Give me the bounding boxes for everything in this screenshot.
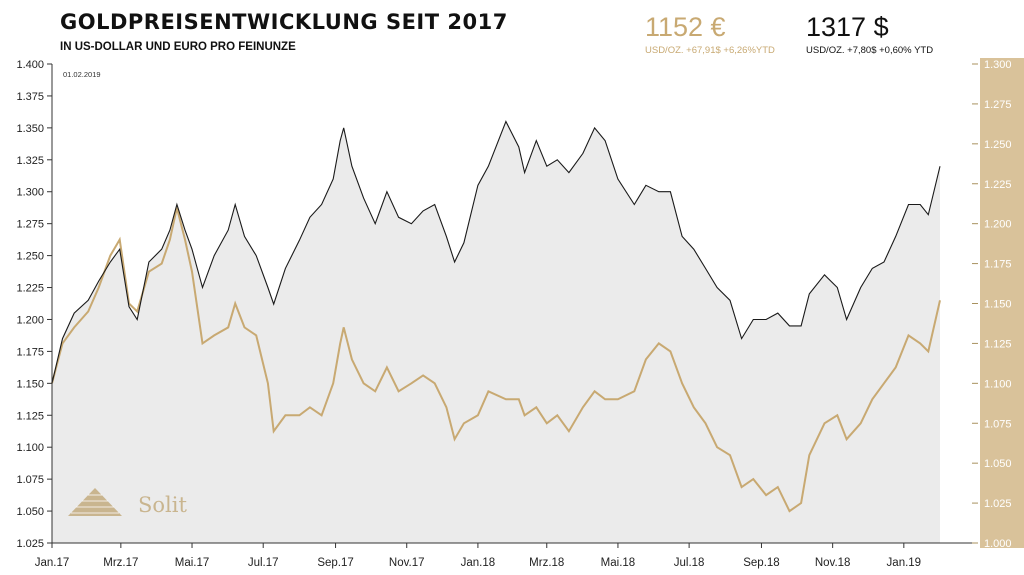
y-right-tick-label: 1.275 xyxy=(984,99,1012,111)
y-left-tick-label: 1.025 xyxy=(16,538,44,550)
x-tick-label: Mrz.18 xyxy=(529,557,564,569)
y-left-tick-label: 1.250 xyxy=(16,251,44,263)
x-tick-label: Sep.18 xyxy=(743,557,779,569)
y-left-tick-label: 1.175 xyxy=(16,346,44,358)
y-right-tick-label: 1.125 xyxy=(984,338,1012,350)
usd-area xyxy=(52,121,940,543)
y-right-tick-label: 1.300 xyxy=(984,59,1012,71)
y-left-tick-label: 1.125 xyxy=(16,410,44,422)
pyramid-icon xyxy=(68,488,122,516)
x-tick-label: Nov.18 xyxy=(815,557,851,569)
y-left-tick-label: 1.375 xyxy=(16,91,44,103)
y-left-tick-label: 1.225 xyxy=(16,283,44,295)
right-axis-band xyxy=(980,58,1024,548)
date-label: 01.02.2019 xyxy=(63,70,101,79)
page-subtitle: IN US-DOLLAR UND EURO PRO FEINUNZE xyxy=(60,41,296,53)
y-left-tick-label: 1.400 xyxy=(16,59,44,71)
logo-text: Solit xyxy=(138,493,187,517)
x-tick-label: Jul.17 xyxy=(248,557,279,569)
x-tick-label: Jul.18 xyxy=(674,557,705,569)
eur-series-line xyxy=(51,207,941,513)
y-left-tick-label: 1.050 xyxy=(16,506,44,518)
solit-logo: Solit xyxy=(68,488,187,517)
y-right-tick-label: 1.250 xyxy=(984,139,1012,151)
x-tick-label: Mrz.17 xyxy=(103,557,138,569)
x-tick-label: Jan.18 xyxy=(461,557,496,569)
y-right-tick-label: 1.225 xyxy=(984,179,1012,191)
y-left-tick-label: 1.275 xyxy=(16,219,44,231)
x-tick-label: Mai.18 xyxy=(601,557,636,569)
x-tick-label: Mai.17 xyxy=(175,557,210,569)
x-tick-label: Nov.17 xyxy=(389,557,425,569)
y-right-tick-label: 1.075 xyxy=(984,418,1012,430)
y-right-tick-label: 1.175 xyxy=(984,259,1012,271)
page-title: GOLDPREISENTWICKLUNG SEIT 2017 xyxy=(60,10,508,34)
eur-price: 1152 € xyxy=(645,12,726,42)
y-left-tick-label: 1.325 xyxy=(16,155,44,167)
y-right-tick-label: 1.025 xyxy=(984,498,1012,510)
eur-price-detail: USD/OZ. +67,91$ +6,26%YTD xyxy=(645,45,775,56)
y-left-tick-label: 1.350 xyxy=(16,123,44,135)
usd-price-detail: USD/OZ. +7,80$ +0,60% YTD xyxy=(806,45,934,56)
y-right-tick-label: 1.150 xyxy=(984,299,1012,311)
y-right-tick-label: 1.050 xyxy=(984,458,1012,470)
y-right-tick-label: 1.200 xyxy=(984,219,1012,231)
usd-series-line xyxy=(51,120,941,384)
y-left-tick-label: 1.075 xyxy=(16,474,44,486)
x-tick-label: Sep.17 xyxy=(317,557,353,569)
y-left-tick-label: 1.300 xyxy=(16,187,44,199)
y-left-tick-label: 1.100 xyxy=(16,442,44,454)
y-left-tick-label: 1.200 xyxy=(16,314,44,326)
x-tick-label: Jan.19 xyxy=(887,557,922,569)
y-right-tick-label: 1.000 xyxy=(984,538,1012,550)
usd-price: 1317 $ xyxy=(806,12,889,42)
x-tick-label: Jan.17 xyxy=(35,557,70,569)
y-right-tick-label: 1.100 xyxy=(984,378,1012,390)
y-left-tick-label: 1.150 xyxy=(16,378,44,390)
